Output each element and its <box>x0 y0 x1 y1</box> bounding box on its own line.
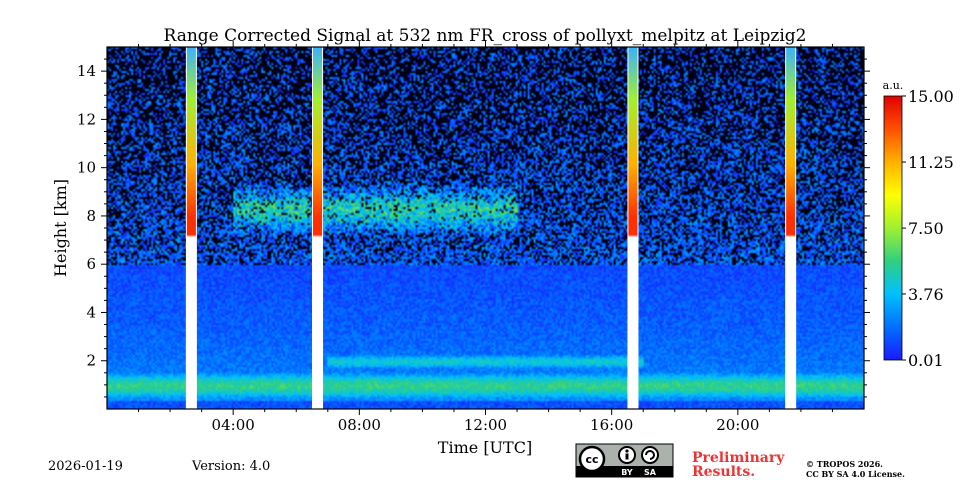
calibration-gap-signal <box>628 47 638 308</box>
preliminary-line2: Results. <box>692 464 755 480</box>
x-tick-label: 08:00 <box>338 416 381 434</box>
colorbar-tick-label: 15.00 <box>908 87 954 106</box>
chart-title: Range Corrected Signal at 532 nm FR_cros… <box>164 26 807 46</box>
x-axis-label: Time [UTC] <box>438 438 532 457</box>
share-alike-icon <box>641 446 659 464</box>
calibration-gap-signal <box>313 47 323 308</box>
colorbar-tick-label: 7.50 <box>908 219 944 238</box>
copyright-line1: © TROPOS 2026. <box>806 459 883 469</box>
badge-by-label: BY <box>621 468 633 477</box>
y-tick-label: 2 <box>86 352 96 370</box>
heatmap-image <box>107 47 864 409</box>
y-axis-ticks: 2 4 6 8 10 12 14 <box>77 58 870 398</box>
x-tick-label: 12:00 <box>464 416 507 434</box>
calibration-gaps <box>185 47 797 409</box>
y-tick-label: 4 <box>86 303 96 321</box>
x-tick-label: 16:00 <box>590 416 633 434</box>
y-tick-label: 14 <box>77 62 96 80</box>
y-tick-label: 10 <box>77 159 96 177</box>
y-axis-label: Height [km] <box>51 179 70 277</box>
plot-area <box>107 47 864 409</box>
colorbar-unit: a.u. <box>883 79 904 92</box>
colorbar-tick-label: 3.76 <box>908 285 944 304</box>
colorbar <box>883 95 903 361</box>
preliminary-line1: Preliminary <box>692 450 785 466</box>
calibration-gap-signal <box>786 47 796 308</box>
x-tick-label: 04:00 <box>212 416 255 434</box>
calibration-gap-signal <box>186 47 196 308</box>
colorbar-ticks: 0.01 3.76 7.50 11.25 15.00 <box>902 87 954 370</box>
y-tick-label: 6 <box>86 255 96 273</box>
x-axis-ticks: 04:00 08:00 12:00 16:00 20:00 <box>138 41 833 434</box>
svg-text:cc: cc <box>585 453 598 466</box>
cc-license-badge: cc BY SA <box>575 443 674 478</box>
y-tick-label: 12 <box>77 110 96 128</box>
badge-sa-label: SA <box>644 468 657 477</box>
y-tick-label: 8 <box>86 207 96 225</box>
colorbar-tick-label: 0.01 <box>908 351 944 370</box>
footer-version: Version: 4.0 <box>191 459 270 474</box>
cc-icon <box>578 445 606 473</box>
x-tick-label: 20:00 <box>716 416 759 434</box>
footer-date: 2026-01-19 <box>48 459 123 474</box>
colorbar-tick-label: 11.25 <box>908 153 954 172</box>
copyright-line2: CC BY SA 4.0 License. <box>806 469 905 479</box>
